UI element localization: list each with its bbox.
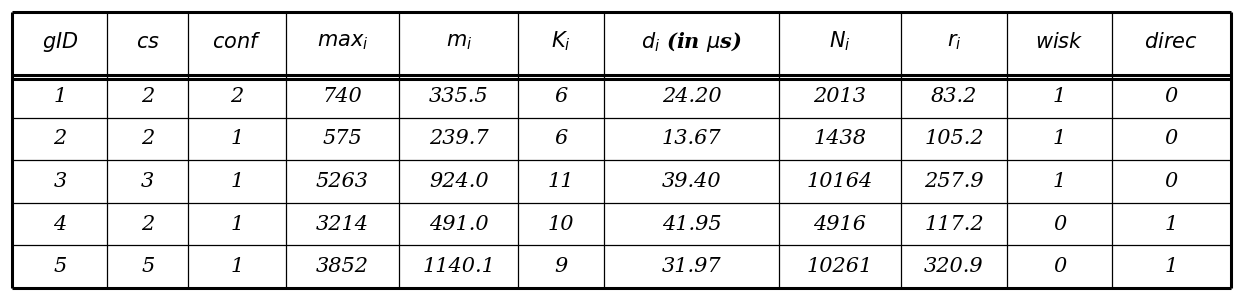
Text: 5: 5 <box>142 257 154 276</box>
Text: 740: 740 <box>323 87 363 106</box>
Text: 1: 1 <box>230 257 244 276</box>
Text: 1140.1: 1140.1 <box>423 257 495 276</box>
Text: $d_i$ (in $\mu$s): $d_i$ (in $\mu$s) <box>641 30 742 54</box>
Text: 924.0: 924.0 <box>429 172 488 191</box>
Text: 0: 0 <box>1053 257 1066 276</box>
Text: 10164: 10164 <box>807 172 873 191</box>
Text: 491.0: 491.0 <box>429 214 488 234</box>
Text: $K_i$: $K_i$ <box>551 30 571 53</box>
Text: 6: 6 <box>554 87 568 106</box>
Text: 9: 9 <box>554 257 568 276</box>
Text: 0: 0 <box>1165 129 1178 148</box>
Text: $N_i$: $N_i$ <box>829 30 850 53</box>
Text: 1: 1 <box>230 214 244 234</box>
Text: 4916: 4916 <box>813 214 866 234</box>
Text: 257.9: 257.9 <box>924 172 983 191</box>
Text: 1: 1 <box>53 87 67 106</box>
Text: 575: 575 <box>323 129 363 148</box>
Text: $r_i$: $r_i$ <box>947 32 961 52</box>
Text: 2: 2 <box>142 129 154 148</box>
Text: 239.7: 239.7 <box>429 129 488 148</box>
Text: 335.5: 335.5 <box>429 87 488 106</box>
Text: 105.2: 105.2 <box>924 129 983 148</box>
Text: 1438: 1438 <box>813 129 866 148</box>
Text: 1: 1 <box>230 129 244 148</box>
Text: 41.95: 41.95 <box>661 214 721 234</box>
Text: 5: 5 <box>53 257 67 276</box>
Text: $cs$: $cs$ <box>135 32 160 52</box>
Text: 11: 11 <box>548 172 574 191</box>
Text: 0: 0 <box>1053 214 1066 234</box>
Text: 1: 1 <box>1165 214 1178 234</box>
Text: 5263: 5263 <box>316 172 369 191</box>
Text: 2: 2 <box>230 87 244 106</box>
Text: 10: 10 <box>548 214 574 234</box>
Text: 3: 3 <box>142 172 154 191</box>
Text: 3: 3 <box>53 172 67 191</box>
Text: 1: 1 <box>1165 257 1178 276</box>
Text: $m_i$: $m_i$ <box>446 32 472 52</box>
Text: 2013: 2013 <box>813 87 866 106</box>
Text: 1: 1 <box>1053 172 1066 191</box>
Text: 2: 2 <box>142 87 154 106</box>
Text: 2: 2 <box>53 129 67 148</box>
Text: 117.2: 117.2 <box>924 214 983 234</box>
Text: 1: 1 <box>230 172 244 191</box>
Text: 13.67: 13.67 <box>661 129 721 148</box>
Text: 1: 1 <box>1053 129 1066 148</box>
Text: 2: 2 <box>142 214 154 234</box>
Text: $max_i$: $max_i$ <box>317 32 368 52</box>
Text: 83.2: 83.2 <box>931 87 977 106</box>
Text: $gID$: $gID$ <box>42 30 78 54</box>
Text: 320.9: 320.9 <box>924 257 983 276</box>
Text: 10261: 10261 <box>807 257 873 276</box>
Text: 39.40: 39.40 <box>661 172 721 191</box>
Text: $direc$: $direc$ <box>1145 32 1198 52</box>
Text: 6: 6 <box>554 129 568 148</box>
Text: 4: 4 <box>53 214 67 234</box>
Text: $conf$: $conf$ <box>213 32 261 52</box>
Text: 31.97: 31.97 <box>661 257 721 276</box>
Text: 24.20: 24.20 <box>661 87 721 106</box>
Text: 0: 0 <box>1165 87 1178 106</box>
Text: 1: 1 <box>1053 87 1066 106</box>
Text: 3852: 3852 <box>316 257 369 276</box>
Text: $wisk$: $wisk$ <box>1035 32 1084 52</box>
Text: 3214: 3214 <box>316 214 369 234</box>
Text: 0: 0 <box>1165 172 1178 191</box>
